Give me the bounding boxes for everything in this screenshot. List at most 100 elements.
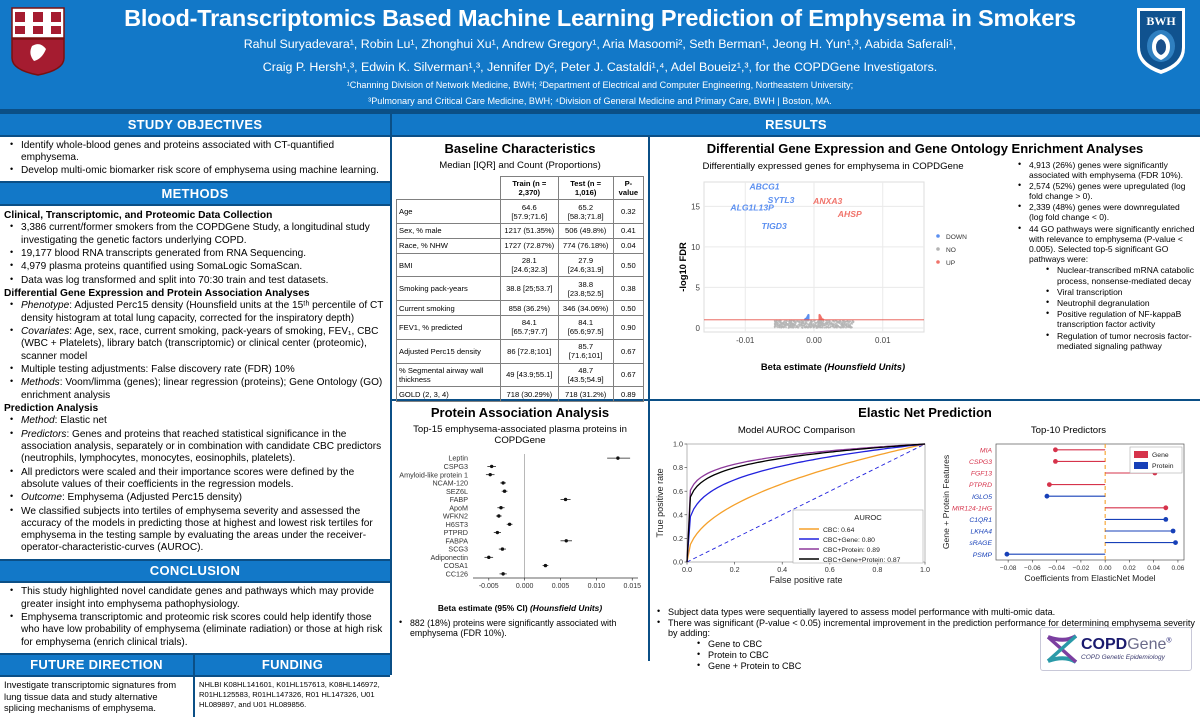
x-tick-label: 0.04 — [1147, 565, 1160, 572]
table-cell: 0.50 — [612, 252, 645, 278]
data-point — [788, 322, 791, 325]
table-row-label: FEV1, % predicted — [395, 314, 502, 340]
gene-annotation: TIGD3 — [761, 221, 787, 231]
forest-row-label: SCG3 — [448, 544, 468, 553]
list-item: Covariates: Age, sex, race, current smok… — [4, 325, 386, 363]
study-objectives-list: Identify whole-blood genes and proteins … — [4, 139, 386, 178]
data-point — [823, 322, 825, 325]
data-point — [798, 321, 801, 324]
data-point — [830, 321, 833, 324]
data-point — [827, 324, 830, 327]
table-header-blank — [396, 176, 502, 201]
elastic-panel-title: Elastic Net Prediction — [858, 404, 992, 420]
data-point — [793, 324, 796, 326]
list-item: Data was log transformed and split into … — [4, 274, 386, 287]
data-point — [823, 324, 826, 327]
table-row-label: % Segmental airway wall thickness — [395, 362, 502, 388]
table-row: Smoking pack-years 38.8 [25;53.7] 38.8 [23… — [395, 276, 645, 302]
roc-curve — [686, 443, 926, 563]
table-row: Age 64.6 [57.9;71.6] 65.2 [58.3;71.8] 0.32 — [395, 199, 645, 225]
table-cell: 774 (76.18%) — [557, 237, 614, 254]
section-header-study-objectives: STUDY OBJECTIVES — [0, 112, 390, 137]
table-cell: 0.50 — [612, 300, 645, 316]
predictor-label: FGF13 — [971, 471, 992, 478]
table-row-label: Adjusted Perc15 density — [395, 338, 502, 364]
data-point — [501, 571, 505, 576]
data-point — [847, 322, 850, 325]
forest-row-label: FABPA — [445, 536, 468, 545]
list-item: Phenotype: Adjusted Perc15 density (Houn… — [4, 299, 386, 325]
data-point — [778, 324, 780, 327]
table-cell: 48.7 [43.5;54.9] — [557, 362, 614, 388]
list-item: 2,339 (48%) genes were downregulated (lo… — [1014, 201, 1196, 222]
table-cell: 1217 (51.35%) — [500, 223, 559, 239]
forest-row-label: Leptin — [448, 453, 468, 462]
legend-label: Gene — [1152, 452, 1169, 459]
table-cell: 0.38 — [612, 276, 645, 302]
list-item: 2,574 (52%) genes were upregulated (log … — [1014, 180, 1196, 201]
predictor-label: MIR124-1HG — [952, 505, 992, 512]
data-point — [774, 322, 776, 325]
forest-title: Top-15 emphysema-associated plasma prote… — [413, 423, 627, 447]
x-tick-label: 0.06 — [1171, 565, 1184, 572]
y-tick-label: 0.0 — [673, 558, 683, 567]
y-tick-label: 5 — [696, 283, 701, 292]
data-point — [1173, 540, 1178, 545]
data-point — [499, 505, 503, 509]
x-tick-label: 0.00 — [806, 336, 822, 345]
data-point — [838, 320, 841, 323]
legend-label: Protein — [1152, 463, 1174, 470]
legend-label: CBC+Gene+Protein: 0.87 — [823, 557, 901, 564]
legend-label: CBC+Gene: 0.80 — [823, 537, 875, 544]
data-point — [790, 323, 793, 326]
data-point — [846, 320, 849, 323]
data-point — [842, 320, 845, 323]
forest-row-label: Adiponectin — [430, 552, 468, 561]
list-item: Gene + Protein to CBC — [693, 660, 1197, 671]
volcano-row: Differentially expressed genes for emphy… — [654, 158, 1196, 372]
table-row-label: Race, % NHW — [395, 237, 502, 254]
y-tick-label: 0.2 — [673, 534, 683, 543]
list-item: Regulation of tumor necrosis factor-medi… — [1042, 329, 1196, 351]
data-point — [796, 320, 799, 323]
table-row: FEV1, % predicted 84.1 [65.7;97.7] 84.1 [6… — [395, 314, 645, 340]
methods-body: Clinical, Transcriptomic, and Proteomic … — [0, 206, 390, 559]
roc-curve — [686, 443, 926, 563]
list-item: 4,913 (26%) genes were significantly ass… — [1014, 158, 1196, 180]
list-item: Identify whole-blood genes and proteins … — [4, 139, 386, 165]
x-tick-label: 0.6 — [825, 565, 835, 574]
y-tick-label: 10 — [691, 243, 700, 252]
gene-annotation: ANXA3 — [812, 196, 842, 206]
list-item: Predictors: Genes and proteins that reac… — [4, 428, 386, 466]
x-tick-label: 0.4 — [777, 565, 787, 574]
table-cell: 506 (49.8%) — [557, 223, 614, 239]
data-point — [819, 326, 821, 329]
y-tick-label: 1.0 — [673, 440, 683, 449]
forest-row-label: ApoM — [449, 503, 468, 512]
protein-panel-title: Protein Association Analysis — [430, 404, 610, 420]
data-point — [811, 325, 814, 328]
legend-label: UP — [946, 260, 956, 267]
table-cell: 346 (34.06%) — [557, 300, 614, 316]
forest-row-label: COSA1 — [444, 561, 468, 570]
baseline-table: Train (n = 2,370) Test (n = 1,016) P-value… — [395, 175, 645, 403]
data-point — [833, 320, 836, 323]
author-line-2: Craig P. Hersh¹,³, Edwin K. Silverman¹,³… — [262, 59, 938, 74]
table-cell: 38.8 [23.8;52.5] — [557, 276, 614, 302]
volcano-title: Differentially expressed genes for emphy… — [702, 160, 964, 172]
data-point — [823, 326, 826, 329]
legend-label: NO — [946, 247, 956, 254]
table-cell: 0.32 — [612, 199, 645, 225]
footer-two-col: FUTURE DIRECTION Investigate transcripto… — [0, 652, 390, 717]
roc-ylabel: True positive rate — [655, 468, 665, 537]
forest-row-label: H6ST3 — [446, 519, 468, 528]
table-cell: 0.41 — [612, 223, 645, 239]
predictor-label: sRAGE — [969, 540, 992, 547]
harvard-crest-icon — [11, 7, 65, 76]
legend-title: AUROC — [854, 513, 882, 522]
data-point — [831, 322, 834, 325]
data-point — [775, 319, 778, 322]
future-direction-box: FUTURE DIRECTION Investigate transcripto… — [0, 652, 195, 717]
go-pathways-list: Nuclear-transcribed mRNA catabolic proce… — [1042, 264, 1196, 351]
